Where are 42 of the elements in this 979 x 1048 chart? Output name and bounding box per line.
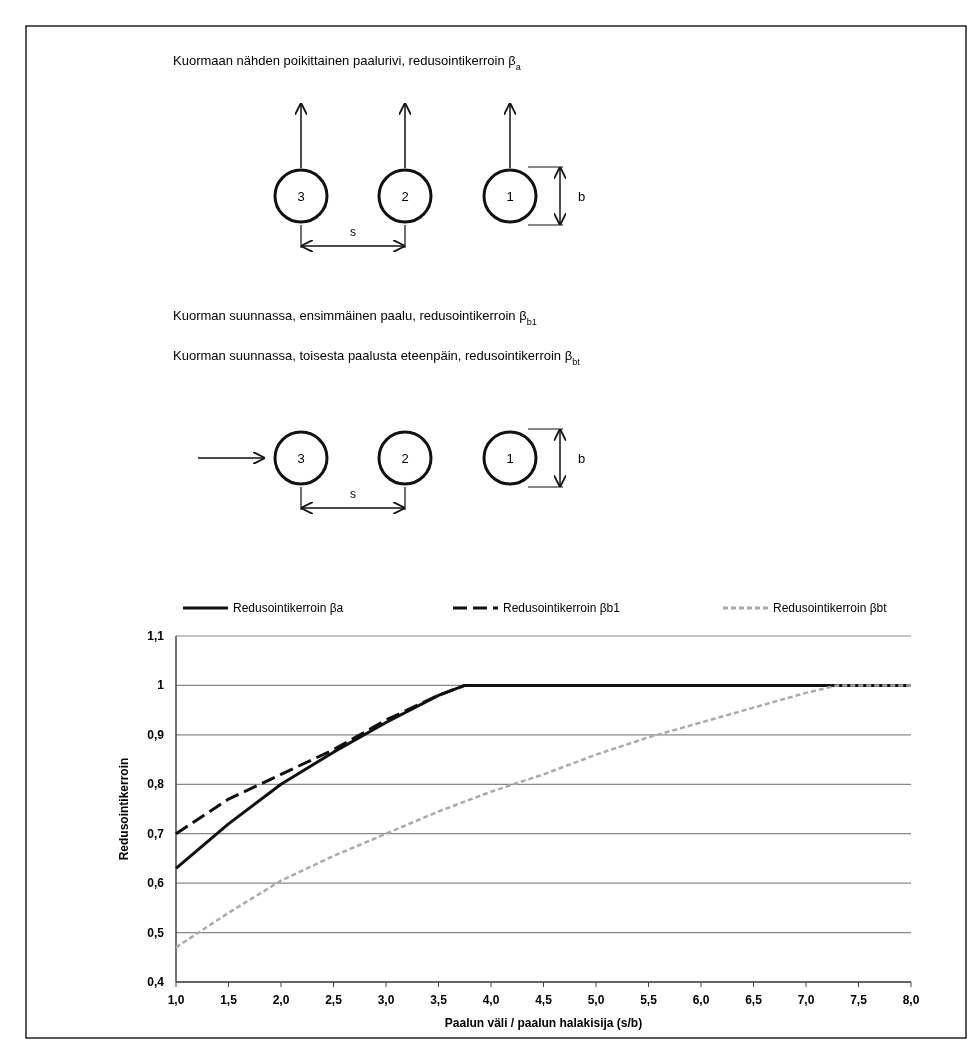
text: Kuormaan nähden poikittainen paalurivi, redusointikerroin β$_{a}$: [173, 53, 522, 72]
x-tick-label: 2,0: [272, 993, 290, 1007]
x-tick-label: 3,0: [377, 993, 395, 1007]
x-tick-label: 4,5: [535, 993, 553, 1007]
x-tick-label: 1,0: [167, 993, 185, 1007]
x-tick-label: 2,5: [325, 993, 343, 1007]
y-tick-label: 0,8: [147, 777, 165, 792]
x-axis-title: Paalun väli / paalun halakisija (s/b): [444, 1016, 643, 1030]
text: Kuorman suunnassa, ensimmäinen paalu, redusointikerroin β$_{b1}$: [173, 308, 537, 327]
y-tick-label: 0,5: [147, 925, 165, 940]
text: Kuorman suunnassa, toisesta paalusta eteenpäin, redusointikerroin β$_{bt}$: [173, 348, 581, 367]
text: 3: [297, 451, 305, 466]
x-tick-label: 1,5: [220, 993, 238, 1007]
text: 3: [297, 189, 305, 204]
text: 1: [506, 451, 514, 466]
y-tick-label: 0,9: [147, 727, 165, 742]
text: 1: [506, 189, 514, 204]
y-tick-label: 0,4: [147, 975, 165, 989]
y-tick-label: 1,1: [147, 629, 165, 643]
y-axis-title: Redusointikerroin: [117, 757, 131, 861]
text: 2: [401, 451, 409, 466]
y-tick-label: 0,7: [147, 826, 165, 841]
x-tick-label: 5,0: [587, 993, 605, 1007]
x-tick-label: 5,5: [640, 993, 658, 1007]
x-tick-label: 6,5: [745, 993, 763, 1007]
line-series: [174, 684, 913, 949]
legend-label: Redusointikerroin βa: [233, 601, 344, 615]
y-tick-label: 1: [157, 678, 165, 693]
text: b: [578, 451, 586, 466]
text: s: [350, 225, 356, 239]
legend-label: Redusointikerroin βbt: [773, 601, 888, 615]
x-tick-label: 4,0: [482, 993, 500, 1007]
x-tick-label: 6,0: [692, 993, 710, 1007]
y-tick-label: 0,6: [147, 876, 165, 891]
text: 2: [401, 189, 409, 204]
x-tick-label: 7,5: [850, 993, 868, 1007]
text: b: [578, 189, 586, 204]
x-tick-label: 8,0: [902, 993, 920, 1007]
x-tick-label: 7,0: [797, 993, 815, 1007]
legend-label: Redusointikerroin βb1: [503, 601, 621, 615]
text: s: [350, 487, 356, 501]
x-tick-label: 3,5: [430, 993, 448, 1007]
